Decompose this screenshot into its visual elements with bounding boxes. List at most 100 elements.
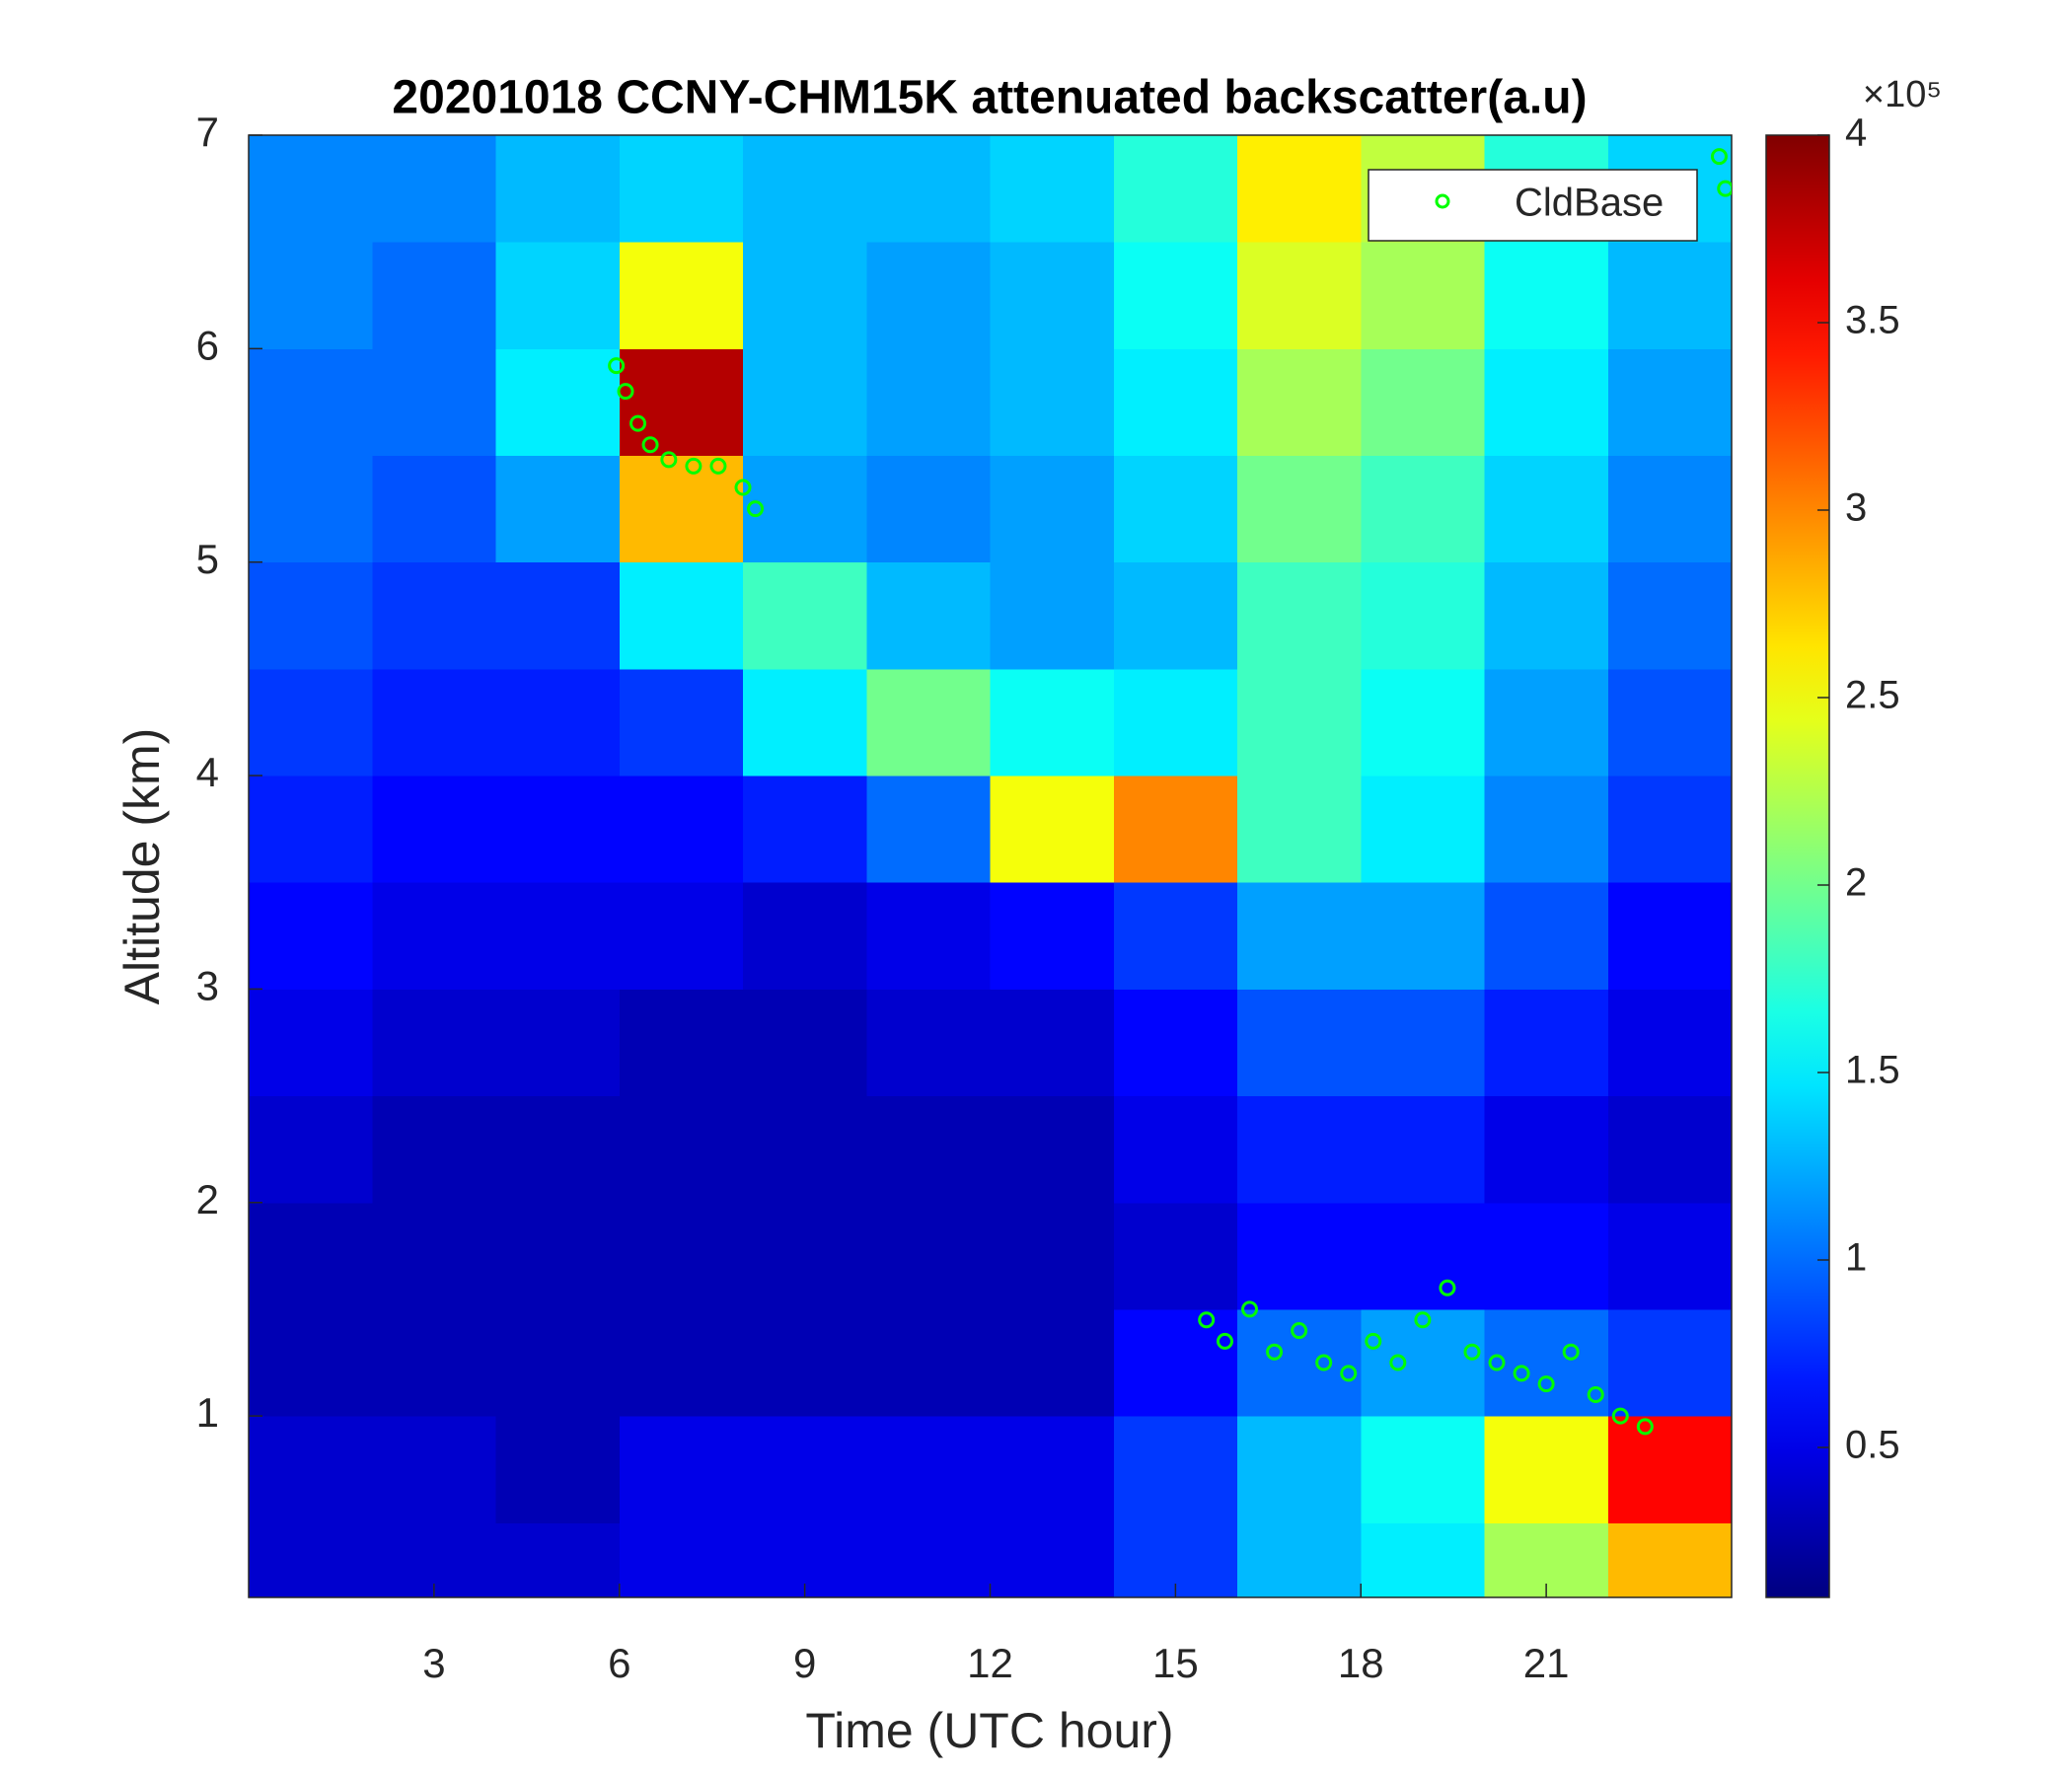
heatmap-cell — [495, 561, 621, 670]
heatmap-cell — [1607, 1202, 1732, 1310]
heatmap-cell — [866, 1416, 991, 1523]
cloud-base-point — [1340, 1365, 1358, 1382]
cloud-base-point — [734, 479, 752, 496]
heatmap-cell — [743, 882, 867, 990]
heatmap-cell — [1237, 882, 1362, 990]
cloud-base-point — [1365, 1332, 1382, 1350]
heatmap-cell — [743, 989, 867, 1097]
heatmap-cell — [1113, 776, 1238, 883]
heatmap-cell — [1607, 1416, 1732, 1523]
heatmap-cell — [866, 668, 991, 777]
heatmap-cell — [1237, 776, 1362, 883]
heatmap-cell — [1361, 455, 1485, 563]
heatmap-cell — [743, 1095, 867, 1204]
heatmap-cell — [1361, 668, 1485, 777]
heatmap-cell — [1113, 348, 1238, 457]
heatmap-cell — [1237, 668, 1362, 777]
cloud-base-point — [1198, 1311, 1216, 1329]
heatmap-cell — [372, 668, 496, 777]
heatmap-cell — [619, 1522, 744, 1597]
x-tick-label: 18 — [1338, 1640, 1384, 1686]
cloud-base-point — [1463, 1343, 1481, 1361]
heatmap-cell — [249, 348, 373, 457]
heatmap-cell — [372, 242, 496, 349]
heatmap-cell — [743, 348, 867, 457]
heatmap-cell — [1361, 561, 1485, 670]
heatmap-cell — [1607, 561, 1732, 670]
heatmap-cell — [1113, 135, 1238, 243]
heatmap-cell — [249, 1095, 373, 1204]
cloud-base-point — [1389, 1354, 1407, 1371]
heatmap-cell — [249, 668, 373, 777]
heatmap-cell — [866, 1202, 991, 1310]
heatmap-cell — [866, 989, 991, 1097]
x-tick-label: 9 — [793, 1640, 816, 1686]
heatmap-cell — [1361, 1308, 1485, 1417]
heatmap-cell — [990, 989, 1115, 1097]
heatmap-cell — [866, 882, 991, 990]
colorbar-tick-label: 2.5 — [1845, 674, 1900, 717]
colorbar-tick-label: 1.5 — [1845, 1049, 1900, 1092]
colorbar-tick-label: 0.5 — [1845, 1424, 1900, 1467]
heatmap-cell — [249, 1522, 373, 1597]
heatmap-cell — [249, 1308, 373, 1417]
heatmap-cell — [372, 1416, 496, 1523]
heatmap-cell — [495, 1522, 621, 1597]
heatmap-cell — [249, 242, 373, 349]
heatmap-cell — [495, 989, 621, 1097]
cloud-base-point — [709, 457, 727, 475]
heatmap-cell — [1361, 242, 1485, 349]
cloud-base-point — [1587, 1385, 1604, 1403]
heatmap-cell — [990, 348, 1115, 457]
cloud-base-point — [1241, 1300, 1259, 1318]
heatmap-cell — [619, 989, 744, 1097]
heatmap-cell — [249, 882, 373, 990]
heatmap-cell — [743, 135, 867, 243]
heatmap-cell — [990, 1202, 1115, 1310]
heatmap-cell — [743, 776, 867, 883]
x-tick-label: 21 — [1523, 1640, 1570, 1686]
heatmap-cell — [743, 1308, 867, 1417]
cloud-base-point — [608, 357, 626, 375]
heatmap-cell — [866, 1522, 991, 1597]
heatmap-cell — [619, 882, 744, 990]
heatmap-cell — [372, 989, 496, 1097]
heatmap-cell — [619, 561, 744, 670]
heatmap-cell — [1484, 882, 1609, 990]
heatmap-cell — [1484, 776, 1609, 883]
y-tick-label: 2 — [196, 1176, 219, 1222]
heatmap-cell — [990, 135, 1115, 243]
heatmap-cell — [1113, 1095, 1238, 1204]
heatmap-cell — [990, 882, 1115, 990]
heatmap-cell — [866, 1308, 991, 1417]
cloud-base-point — [629, 414, 647, 432]
x-tick-label: 6 — [608, 1640, 630, 1686]
cloud-base-point — [1537, 1375, 1555, 1393]
heatmap-cell — [619, 1308, 744, 1417]
cloud-base-point — [617, 383, 634, 401]
heatmap-cell — [495, 1202, 621, 1310]
heatmap-cell — [1607, 348, 1732, 457]
heatmap-cell — [866, 242, 991, 349]
cloud-base-point — [1291, 1322, 1308, 1340]
heatmap-cell — [866, 1095, 991, 1204]
heatmap-cell — [1607, 1308, 1732, 1417]
heatmap-cell — [1607, 1522, 1732, 1597]
heatmap-cell — [1361, 776, 1485, 883]
heatmap-cell — [1484, 561, 1609, 670]
heatmap-cell — [372, 455, 496, 563]
y-tick-label: 7 — [196, 109, 219, 155]
cloud-base-point — [1710, 148, 1728, 166]
heatmap-cell — [495, 135, 621, 243]
heatmap-cell — [372, 561, 496, 670]
y-tick-label: 1 — [196, 1389, 219, 1436]
cloud-base-point — [1717, 180, 1732, 197]
colorbar — [1765, 134, 1830, 1598]
heatmap-cell — [495, 882, 621, 990]
heatmap-cell — [866, 455, 991, 563]
heatmap-cell — [1484, 1095, 1609, 1204]
heatmap-cell — [990, 242, 1115, 349]
heatmap-cell — [619, 668, 744, 777]
heatmap-cell — [619, 776, 744, 883]
